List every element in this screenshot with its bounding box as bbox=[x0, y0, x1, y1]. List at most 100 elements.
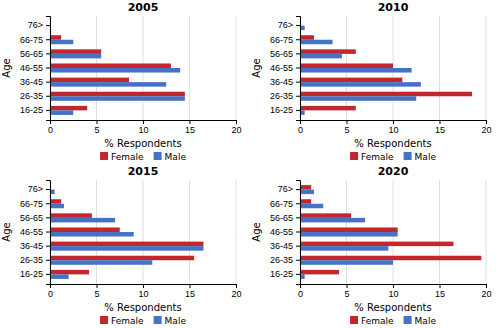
bar-series bbox=[50, 199, 203, 274]
axis-line bbox=[46, 17, 51, 121]
tick-mark bbox=[296, 68, 300, 69]
tick-label: 66-75 bbox=[20, 199, 43, 209]
tick-mark bbox=[440, 284, 441, 288]
bar bbox=[300, 68, 412, 73]
legend-swatch bbox=[154, 152, 162, 160]
tick-mark bbox=[296, 217, 300, 218]
x-axis: 05101520 bbox=[48, 284, 242, 299]
panel: 0510152016-2526-3536-4546-5556-6566-7576… bbox=[1, 165, 242, 326]
axis-line bbox=[296, 17, 301, 121]
title: 2010 bbox=[378, 1, 409, 14]
tick-label: 10 bbox=[138, 289, 148, 299]
tick: 5 bbox=[344, 120, 349, 135]
bar bbox=[300, 185, 311, 190]
tick: 46-55 bbox=[20, 227, 50, 237]
legend-item: Male bbox=[154, 152, 187, 162]
bar bbox=[50, 232, 134, 237]
bar-series bbox=[300, 185, 481, 274]
tick-label: 26-35 bbox=[270, 91, 293, 101]
legend-swatch bbox=[404, 316, 412, 324]
bar bbox=[300, 213, 351, 218]
grid bbox=[300, 16, 486, 120]
y-axis-title: Age bbox=[1, 222, 12, 241]
tick-mark bbox=[46, 96, 50, 97]
tick: 76> bbox=[278, 184, 300, 194]
bar bbox=[50, 246, 203, 251]
bar bbox=[50, 204, 64, 209]
legend-swatch bbox=[404, 152, 412, 160]
legend-item: Female bbox=[100, 152, 144, 162]
legend-item: Female bbox=[100, 316, 144, 326]
bar bbox=[300, 199, 311, 204]
grid bbox=[300, 180, 486, 284]
axis-line bbox=[51, 121, 237, 125]
tick-mark bbox=[486, 284, 487, 288]
tick: 46-55 bbox=[270, 227, 300, 237]
tick-label: 76> bbox=[28, 184, 43, 194]
bar bbox=[50, 68, 180, 73]
tick: 36-45 bbox=[20, 241, 50, 251]
legend: Female Male bbox=[100, 316, 186, 326]
tick: 46-55 bbox=[270, 63, 300, 73]
bar bbox=[300, 260, 393, 265]
bar bbox=[50, 242, 203, 247]
tick-label: 46-55 bbox=[20, 227, 43, 237]
tick-mark bbox=[46, 217, 50, 218]
tick: 15 bbox=[185, 120, 195, 135]
tick: 26-35 bbox=[20, 91, 50, 101]
tick-mark bbox=[190, 284, 191, 288]
tick: 36-45 bbox=[270, 77, 300, 87]
bar bbox=[300, 82, 421, 87]
tick-label: 36-45 bbox=[20, 241, 43, 251]
tick: 5 bbox=[94, 284, 99, 299]
grid-line bbox=[143, 180, 144, 284]
tick-mark bbox=[296, 110, 300, 111]
tick-label: 0 bbox=[48, 289, 53, 299]
y-axis: 16-2526-3536-4546-5556-6566-7576> bbox=[20, 17, 51, 121]
bar bbox=[300, 232, 398, 237]
bar bbox=[50, 54, 101, 59]
axis-line bbox=[296, 181, 301, 285]
tick-mark bbox=[46, 274, 50, 275]
axis-line bbox=[51, 285, 237, 289]
bars bbox=[50, 35, 185, 115]
tick-label: 20 bbox=[231, 125, 241, 135]
bar bbox=[50, 82, 166, 87]
tick: 76> bbox=[28, 20, 50, 30]
x-axis-title: % Respondents bbox=[104, 302, 181, 313]
tick-label: 16-25 bbox=[20, 269, 43, 279]
tick-label: 20 bbox=[231, 289, 241, 299]
tick-label: 5 bbox=[94, 125, 99, 135]
title: 2015 bbox=[128, 165, 159, 178]
legend-label: Male bbox=[415, 152, 437, 162]
bar bbox=[300, 256, 481, 261]
tick-mark bbox=[46, 189, 50, 190]
tick: 0 bbox=[48, 284, 53, 299]
tick-label: 36-45 bbox=[270, 241, 293, 251]
tick-mark bbox=[347, 284, 348, 288]
tick-label: 56-65 bbox=[20, 213, 43, 223]
legend-label: Male bbox=[165, 316, 187, 326]
bar bbox=[50, 199, 61, 204]
tick: 5 bbox=[344, 284, 349, 299]
legend-label: Female bbox=[361, 152, 394, 162]
tick-mark bbox=[97, 284, 98, 288]
tick: 76> bbox=[28, 184, 50, 194]
legend-swatch bbox=[350, 316, 358, 324]
bar-series bbox=[50, 40, 185, 115]
tick: 16-25 bbox=[20, 105, 50, 115]
tick-label: 76> bbox=[28, 20, 43, 30]
tick: 26-35 bbox=[20, 255, 50, 265]
tick-mark bbox=[296, 39, 300, 40]
tick: 15 bbox=[435, 120, 445, 135]
tick-label: 56-65 bbox=[270, 49, 293, 59]
legend-item: Female bbox=[350, 152, 394, 162]
y-axis: 16-2526-3536-4546-5556-6566-7576> bbox=[270, 181, 301, 285]
tick-label: 10 bbox=[138, 125, 148, 135]
legend: Female Male bbox=[100, 152, 186, 162]
tick: 66-75 bbox=[20, 199, 50, 209]
panel: 0510152016-2526-3536-4546-5556-6566-7576… bbox=[251, 165, 492, 326]
tick: 20 bbox=[231, 120, 241, 135]
tick-label: 0 bbox=[298, 289, 303, 299]
tick: 5 bbox=[94, 120, 99, 135]
